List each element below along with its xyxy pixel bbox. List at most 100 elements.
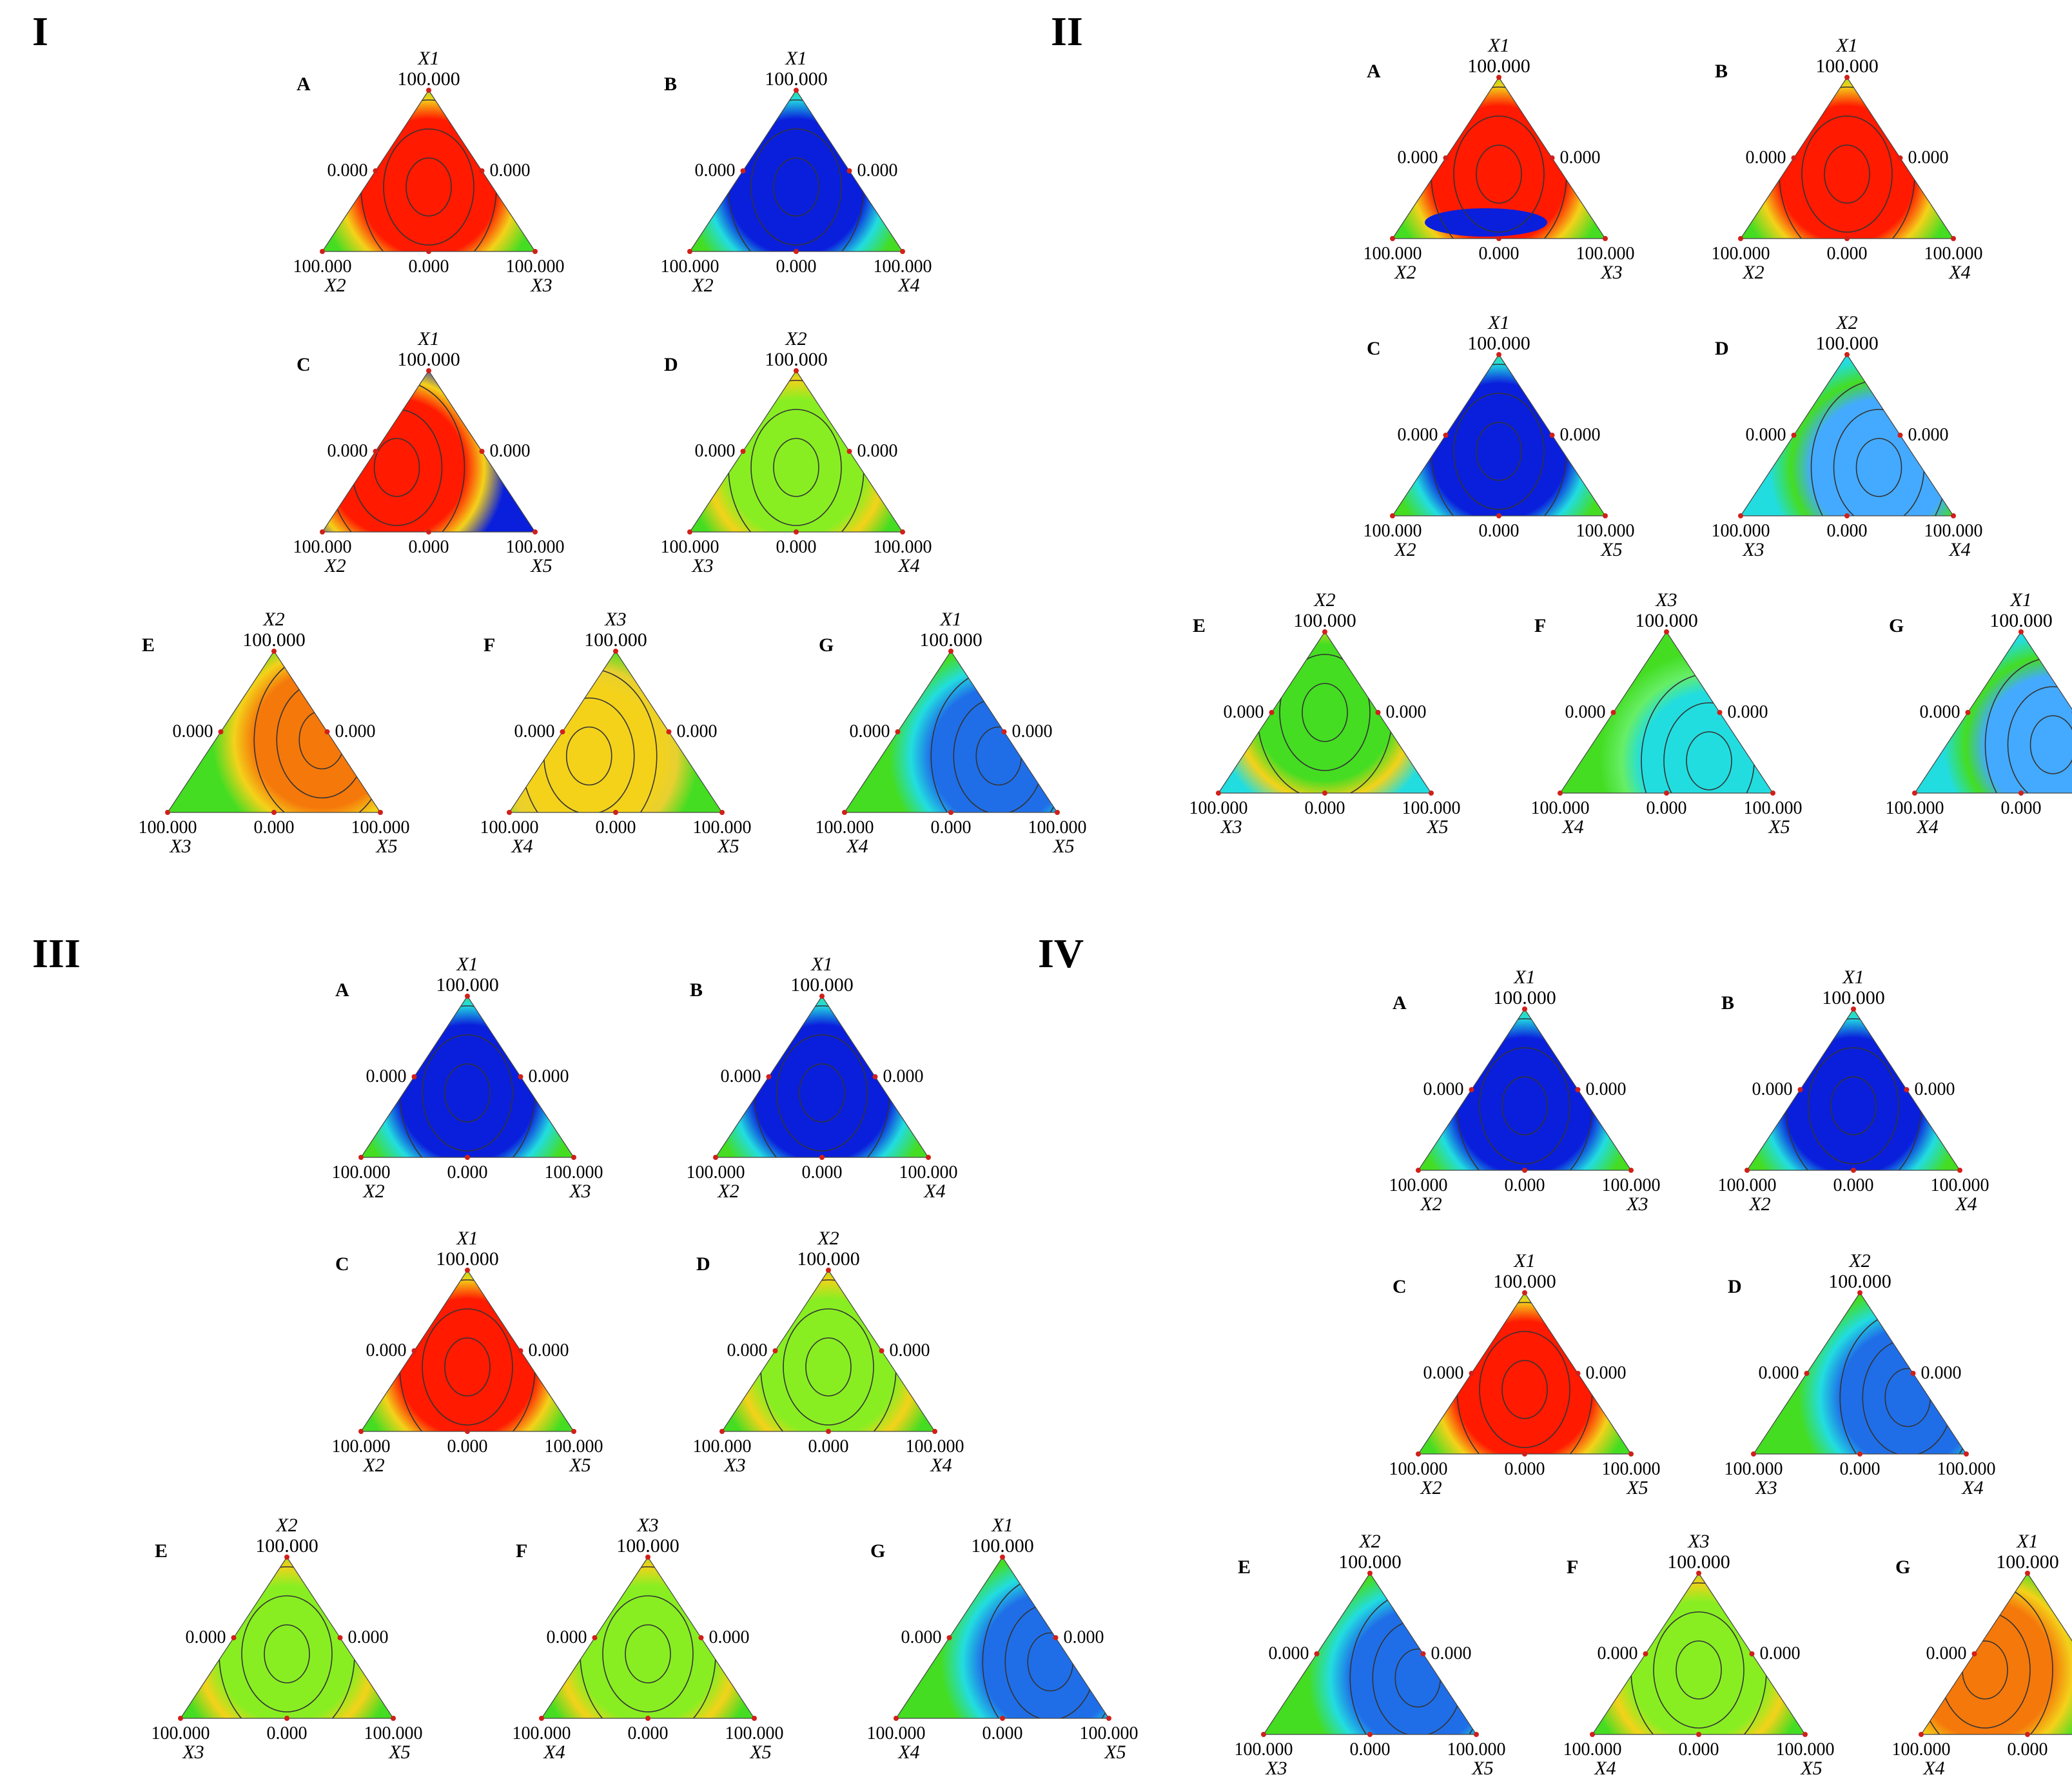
vertex-value-right: 100.000: [364, 1723, 423, 1743]
vertex-value-top: 100.000: [1667, 1551, 1730, 1573]
edge-value-left: 0.000: [1746, 148, 1786, 168]
axis-name-left: X2: [1742, 262, 1764, 283]
plot-letter: D: [696, 1253, 710, 1275]
axis-name-left: X4: [511, 836, 533, 857]
axis-name-top: X1: [456, 1228, 478, 1249]
contour-line: [799, 1063, 845, 1123]
axis-name-top: X1: [1513, 1250, 1535, 1271]
edge-marker: [1857, 1290, 1862, 1295]
axis-name-left: X4: [1916, 816, 1938, 838]
axis-name-left: X2: [1748, 1193, 1770, 1215]
vertex-value-left: 100.000: [293, 257, 352, 277]
vertex-value-right: 100.000: [1447, 1740, 1506, 1760]
edge-marker: [687, 529, 692, 535]
edge-marker: [946, 1635, 952, 1640]
edge-marker: [411, 1348, 417, 1353]
edge-marker: [1443, 433, 1449, 438]
edge-marker: [1738, 236, 1743, 241]
edge-value-bottom: 0.000: [628, 1723, 669, 1743]
panel-label-I: I: [32, 8, 48, 54]
edge-marker: [1971, 1651, 1977, 1656]
axis-name-right: X4: [1955, 1193, 1977, 1215]
edge-marker: [1791, 155, 1797, 161]
edge-value-right: 0.000: [1560, 425, 1601, 445]
axis-name-top: X2: [1358, 1531, 1380, 1552]
edge-value-bottom: 0.000: [776, 257, 817, 277]
plot-letter: B: [690, 979, 703, 1001]
vertex-value-left: 100.000: [139, 818, 197, 838]
axis-name-right: X5: [569, 1455, 591, 1476]
axis-name-top: X2: [275, 1515, 297, 1536]
edge-marker: [1844, 75, 1850, 80]
axis-name-right: X4: [897, 275, 919, 296]
edge-marker: [1897, 155, 1903, 161]
edge-marker: [613, 649, 618, 654]
axis-name-left: X2: [362, 1181, 384, 1202]
edge-marker: [1664, 629, 1669, 634]
edge-marker: [571, 1429, 576, 1434]
axis-name-right: X5: [1768, 816, 1790, 838]
vertex-value-left: 100.000: [332, 1163, 391, 1183]
edge-value-bottom: 0.000: [267, 1723, 308, 1743]
edge-marker: [1469, 1371, 1474, 1376]
edge-value-left: 0.000: [695, 161, 736, 181]
panel-label-III: III: [32, 930, 81, 976]
edge-marker: [2018, 629, 2024, 634]
edge-value-right: 0.000: [335, 722, 376, 741]
edge-marker: [1575, 1371, 1581, 1376]
edge-marker: [932, 1429, 937, 1434]
contour-line: [805, 1337, 852, 1397]
edge-marker: [1844, 352, 1850, 357]
axis-name-right: X5: [1104, 1742, 1126, 1763]
axis-name-right: X5: [1800, 1758, 1822, 1777]
vertex-value-left: 100.000: [480, 818, 539, 838]
edge-value-left: 0.000: [1269, 1644, 1309, 1664]
contour-line: [1855, 438, 1902, 497]
vertex-value-right: 100.000: [693, 818, 752, 838]
axis-name-right: X5: [1426, 816, 1448, 838]
vertex-value-right: 100.000: [1602, 1459, 1661, 1479]
vertex-value-left: 100.000: [1389, 1175, 1448, 1195]
contour-line: [1479, 1331, 1570, 1448]
vertex-value-top: 100.000: [1293, 610, 1356, 631]
axis-name-top: X2: [262, 609, 284, 630]
axis-name-top: X1: [417, 48, 439, 69]
edge-marker: [324, 729, 330, 734]
plot-letter: D: [664, 354, 678, 375]
edge-marker: [1717, 710, 1723, 715]
vertex-value-left: 100.000: [332, 1437, 391, 1457]
axis-name-top: X1: [2009, 589, 2031, 611]
edge-value-bottom: 0.000: [1350, 1740, 1391, 1760]
axis-name-left: X3: [1742, 539, 1764, 560]
edge-value-left: 0.000: [1759, 1363, 1799, 1383]
edge-marker: [465, 994, 470, 999]
edge-marker: [1745, 1168, 1750, 1173]
vertex-value-top: 100.000: [765, 349, 828, 370]
edge-value-left: 0.000: [1224, 702, 1264, 722]
edge-marker: [1416, 1168, 1421, 1173]
vertex-value-top: 100.000: [242, 629, 306, 651]
plot-letter: A: [297, 74, 311, 95]
edge-marker: [1496, 352, 1501, 357]
plot-letter: G: [870, 1540, 885, 1562]
edge-value-bottom: 0.000: [2008, 1740, 2048, 1760]
vertex-value-right: 100.000: [351, 818, 410, 838]
axis-name-top: X1: [991, 1515, 1013, 1536]
contour-line: [602, 1595, 694, 1713]
edge-value-left: 0.000: [850, 722, 890, 741]
panel-label-II: II: [1051, 8, 1083, 54]
edge-value-bottom: 0.000: [2001, 798, 2042, 818]
vertex-value-top: 100.000: [584, 629, 647, 651]
edge-marker: [1590, 1732, 1595, 1737]
edge-value-bottom: 0.000: [1305, 798, 1345, 818]
axis-name-top: X1: [1487, 312, 1509, 333]
edge-marker: [1957, 1168, 1962, 1173]
axis-name-left: X4: [543, 1742, 565, 1763]
edge-marker: [826, 1268, 831, 1273]
